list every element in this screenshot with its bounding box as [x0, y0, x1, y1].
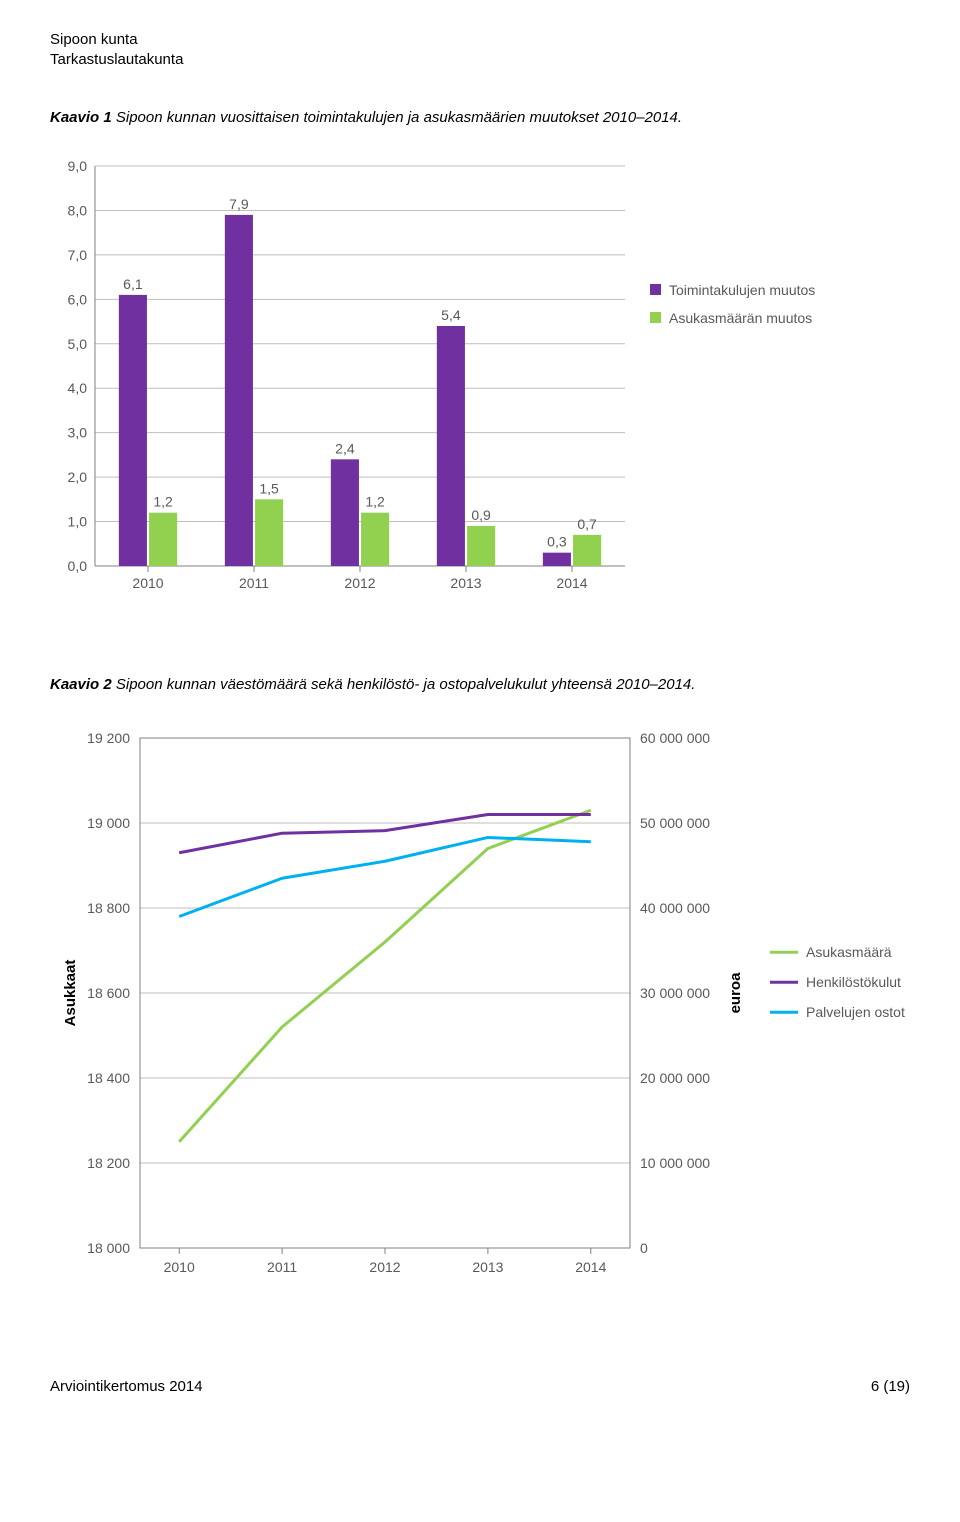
svg-text:60 000 000: 60 000 000: [640, 730, 710, 746]
chart1-container: 0,0 1,0 2,0 3,0 4,0 5,0 6,0 7,0 8,0 9,0 2010 6,1 1,2…: [50, 156, 910, 636]
svg-text:30 000 000: 30 000 000: [640, 985, 710, 1001]
svg-text:18 800: 18 800: [87, 900, 130, 916]
svg-text:0,7: 0,7: [577, 516, 597, 532]
svg-text:2,4: 2,4: [335, 440, 355, 456]
svg-text:Toimintakulujen muutos: Toimintakulujen muutos: [669, 282, 815, 298]
svg-text:4,0: 4,0: [68, 380, 88, 396]
svg-text:1,2: 1,2: [365, 494, 385, 510]
svg-text:2012: 2012: [344, 575, 375, 591]
svg-text:2012: 2012: [369, 1259, 400, 1275]
svg-text:6,1: 6,1: [123, 276, 143, 292]
line-chart: 18 000 18 200 18 400 18 600 18 800 19 000 19 2…: [50, 723, 910, 1318]
bar-chart: 0,0 1,0 2,0 3,0 4,0 5,0 6,0 7,0 8,0 9,0 2010 6,1 1,2…: [50, 156, 910, 636]
svg-text:5,4: 5,4: [441, 307, 461, 323]
svg-text:2014: 2014: [556, 575, 587, 591]
header-org: Sipoon kunta: [50, 30, 910, 50]
svg-text:2013: 2013: [472, 1259, 503, 1275]
chart2-container: 18 000 18 200 18 400 18 600 18 800 19 000 19 2…: [50, 723, 910, 1318]
svg-text:Henkilöstökulut: Henkilöstökulut: [806, 974, 901, 990]
svg-text:7,0: 7,0: [68, 247, 88, 263]
svg-text:0,0: 0,0: [68, 558, 88, 574]
svg-text:Palvelujen ostot: Palvelujen ostot: [806, 1004, 905, 1020]
svg-text:2014: 2014: [575, 1259, 606, 1275]
caption1-rest: Sipoon kunnan vuosittaisen toimintakuluj…: [112, 109, 682, 126]
svg-text:2010: 2010: [132, 575, 163, 591]
svg-text:0,9: 0,9: [471, 507, 491, 523]
svg-text:10 000 000: 10 000 000: [640, 1155, 710, 1171]
svg-text:1,5: 1,5: [259, 480, 279, 496]
svg-text:Asukasmäärän muutos: Asukasmäärän muutos: [669, 310, 812, 326]
svg-text:euroa: euroa: [727, 972, 744, 1014]
page-header: Sipoon kunta Tarkastuslautakunta: [50, 30, 910, 69]
svg-text:18 000: 18 000: [87, 1240, 130, 1256]
svg-text:7,9: 7,9: [229, 196, 249, 212]
svg-text:18 200: 18 200: [87, 1155, 130, 1171]
svg-text:2013: 2013: [450, 575, 481, 591]
caption-chart1: Kaavio 1 Sipoon kunnan vuosittaisen toim…: [50, 109, 910, 126]
caption2-rest: Sipoon kunnan väestömäärä sekä henkilöst…: [112, 676, 696, 693]
svg-text:8,0: 8,0: [68, 202, 88, 218]
svg-text:0,3: 0,3: [547, 534, 567, 550]
header-unit: Tarkastuslautakunta: [50, 50, 910, 70]
svg-text:6,0: 6,0: [68, 291, 88, 307]
svg-text:2011: 2011: [239, 575, 269, 591]
svg-text:Asukasmäärä: Asukasmäärä: [806, 944, 892, 960]
svg-text:9,0: 9,0: [68, 158, 88, 174]
svg-text:3,0: 3,0: [68, 425, 88, 441]
caption-chart2: Kaavio 2 Sipoon kunnan väestömäärä sekä …: [50, 676, 910, 693]
caption1-prefix: Kaavio 1: [50, 109, 112, 126]
svg-text:2010: 2010: [164, 1259, 195, 1275]
svg-text:40 000 000: 40 000 000: [640, 900, 710, 916]
caption2-prefix: Kaavio 2: [50, 676, 112, 693]
svg-text:1,2: 1,2: [153, 494, 173, 510]
svg-text:Asukkaat: Asukkaat: [62, 960, 79, 1027]
svg-text:2,0: 2,0: [68, 469, 88, 485]
footer-left: Arviointikertomus 2014: [50, 1378, 203, 1395]
svg-text:19 000: 19 000: [87, 815, 130, 831]
svg-text:2011: 2011: [267, 1259, 297, 1275]
svg-text:1,0: 1,0: [68, 514, 88, 530]
page-footer: Arviointikertomus 2014 6 (19): [50, 1378, 910, 1395]
svg-text:50 000 000: 50 000 000: [640, 815, 710, 831]
svg-text:20 000 000: 20 000 000: [640, 1070, 710, 1086]
svg-text:18 400: 18 400: [87, 1070, 130, 1086]
svg-text:0: 0: [640, 1240, 648, 1256]
footer-right: 6 (19): [871, 1378, 910, 1395]
svg-text:18 600: 18 600: [87, 985, 130, 1001]
svg-text:5,0: 5,0: [68, 336, 88, 352]
svg-text:19 200: 19 200: [87, 730, 130, 746]
